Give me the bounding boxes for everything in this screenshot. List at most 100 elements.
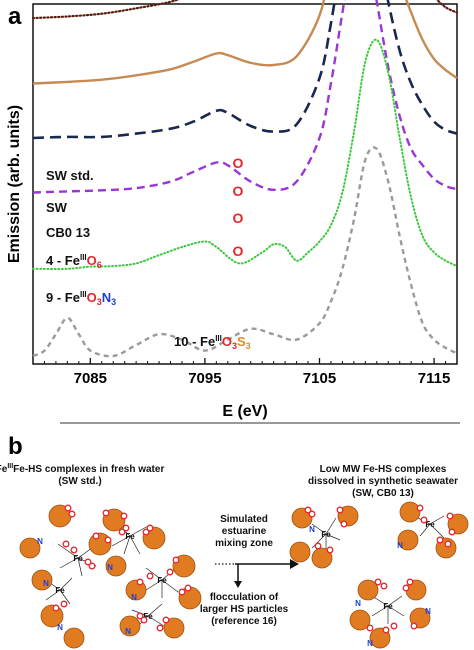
bond-line: [59, 577, 73, 591]
plot-frame: [32, 3, 458, 365]
oxygen-atom: [142, 528, 150, 536]
series-line-0: [31, 0, 459, 20]
bond-line: [129, 525, 149, 537]
nitrogen-atom: N: [309, 525, 315, 534]
x-axis-ticks: 7085 7095 7105 7115: [32, 358, 458, 387]
right-title-2: dissolved in synthetic seawater: [308, 476, 458, 487]
iron-atom: Fe: [383, 602, 393, 611]
oxygen-atom: [162, 616, 170, 624]
oxygen-atom: [374, 578, 382, 586]
bond-line: [123, 535, 131, 555]
right-title-3: (SW, CB0 13): [352, 488, 414, 499]
mid-text-3: mixing zone: [215, 538, 273, 549]
oxygen-atom: [60, 600, 68, 608]
nitrogen-atom: N: [37, 537, 43, 546]
left-title: FeIIIFe-HS complexes in fresh water: [0, 463, 164, 475]
nitrogen-atom: N: [125, 627, 131, 636]
oxygen-atom: [416, 504, 424, 512]
oxygen-atom: [136, 612, 144, 620]
bond-line: [161, 579, 179, 593]
hs-particle: [289, 541, 311, 563]
nitrogen-atom: N: [355, 599, 361, 608]
bond-line: [45, 589, 61, 601]
bond-line: [77, 557, 83, 577]
oxygen-atom: [156, 624, 164, 632]
bond-line: [371, 605, 389, 617]
series-label-0: SW std.: [46, 168, 94, 183]
x-axis-label: E (eV): [222, 403, 267, 420]
mid-text-6: (reference 16): [211, 616, 277, 627]
oxygen-atom: [308, 510, 316, 518]
bond-line: [429, 515, 445, 525]
flocculation-arrow-head: [234, 581, 242, 588]
series-label-2: CB0 13: [46, 225, 90, 240]
mid-text-4: flocculation of: [210, 592, 279, 603]
oxygen-atom: [84, 558, 92, 566]
oxygen-atom: [420, 516, 428, 524]
hs-particle: [105, 555, 127, 577]
oxygen-atom: [62, 540, 70, 548]
o-marker-1: O: [233, 183, 244, 199]
hs-particle: [163, 617, 185, 639]
series-label-5: 10 - FeIIIO3S3: [174, 334, 251, 351]
series-line-2: [32, 0, 458, 140]
oxygen-atom: [402, 584, 410, 592]
iron-atom: Fe: [157, 576, 167, 585]
oxygen-atom: [314, 542, 322, 550]
oxygen-atom: [340, 520, 348, 528]
oxygen-atom: [184, 584, 192, 592]
bond-line: [429, 523, 445, 539]
series-label-4: 9 - FeIIIO3N3: [46, 290, 116, 307]
oxygen-atom: [448, 528, 456, 536]
oxygen-atom: [64, 504, 72, 512]
oxygen-atom: [166, 568, 174, 576]
nitrogen-atom: N: [367, 639, 373, 648]
oxygen-atom: [380, 582, 388, 590]
nitrogen-atom: N: [397, 541, 403, 550]
iron-atom: Fe: [321, 530, 331, 539]
oxygen-atom: [366, 624, 374, 632]
oxygen-atom: [146, 524, 154, 532]
bond-line: [387, 595, 403, 607]
right-title-1: Low MW Fe-HS complexes: [320, 464, 447, 475]
fe-hs-complexes: Fe Fe Fe Fe Fe N N N N N N Fe Fe Fe N N N N N: [19, 501, 469, 649]
nitrogen-atom: N: [57, 623, 63, 632]
bond-line: [111, 535, 131, 547]
bond-line: [147, 603, 163, 617]
oxygen-atom: [88, 562, 96, 570]
process-arrow-head: [290, 559, 299, 569]
bond-line: [59, 557, 79, 569]
iron-atom: Fe: [73, 554, 83, 563]
hs-particle: [63, 627, 85, 649]
bond-line: [77, 547, 93, 559]
hs-particle: [311, 547, 333, 569]
series-labels: SW std. SW CB0 13 4 - FeIIIO6 9 - FeIIIO3N3 1…: [46, 168, 251, 351]
bond-line: [325, 517, 337, 535]
hs-particle: [19, 537, 41, 559]
hs-particle: [31, 569, 53, 591]
bond-line: [147, 615, 165, 627]
y-axis-label: Emission (arb. units): [6, 105, 23, 263]
panel-a-label: a: [8, 3, 22, 30]
iron-atom: Fe: [55, 586, 65, 595]
bond-line: [57, 543, 79, 559]
iron-atom: Fe: [125, 532, 135, 541]
oxygen-atom: [446, 512, 454, 520]
oxygen-atom: [146, 572, 154, 580]
oxygen-atom: [444, 540, 452, 548]
x-tick-label-1: 7095: [188, 370, 221, 387]
bond-line: [311, 533, 327, 549]
nitrogen-atom: N: [43, 579, 49, 588]
panel-b-diagram: b FeIIIFe-HS complexes in fresh water (S…: [0, 422, 469, 649]
series-lines: [31, 0, 459, 358]
hs-particle: [88, 532, 112, 556]
bond-line: [59, 589, 71, 605]
o-marker-2: O: [233, 210, 244, 226]
iron-atom: Fe: [143, 612, 153, 621]
oxygen-atom: [92, 532, 100, 540]
oxygen-atom: [390, 622, 398, 630]
oxygen-atom: [120, 512, 128, 520]
bond-line: [311, 523, 327, 535]
oxygen-atom: [178, 588, 186, 596]
